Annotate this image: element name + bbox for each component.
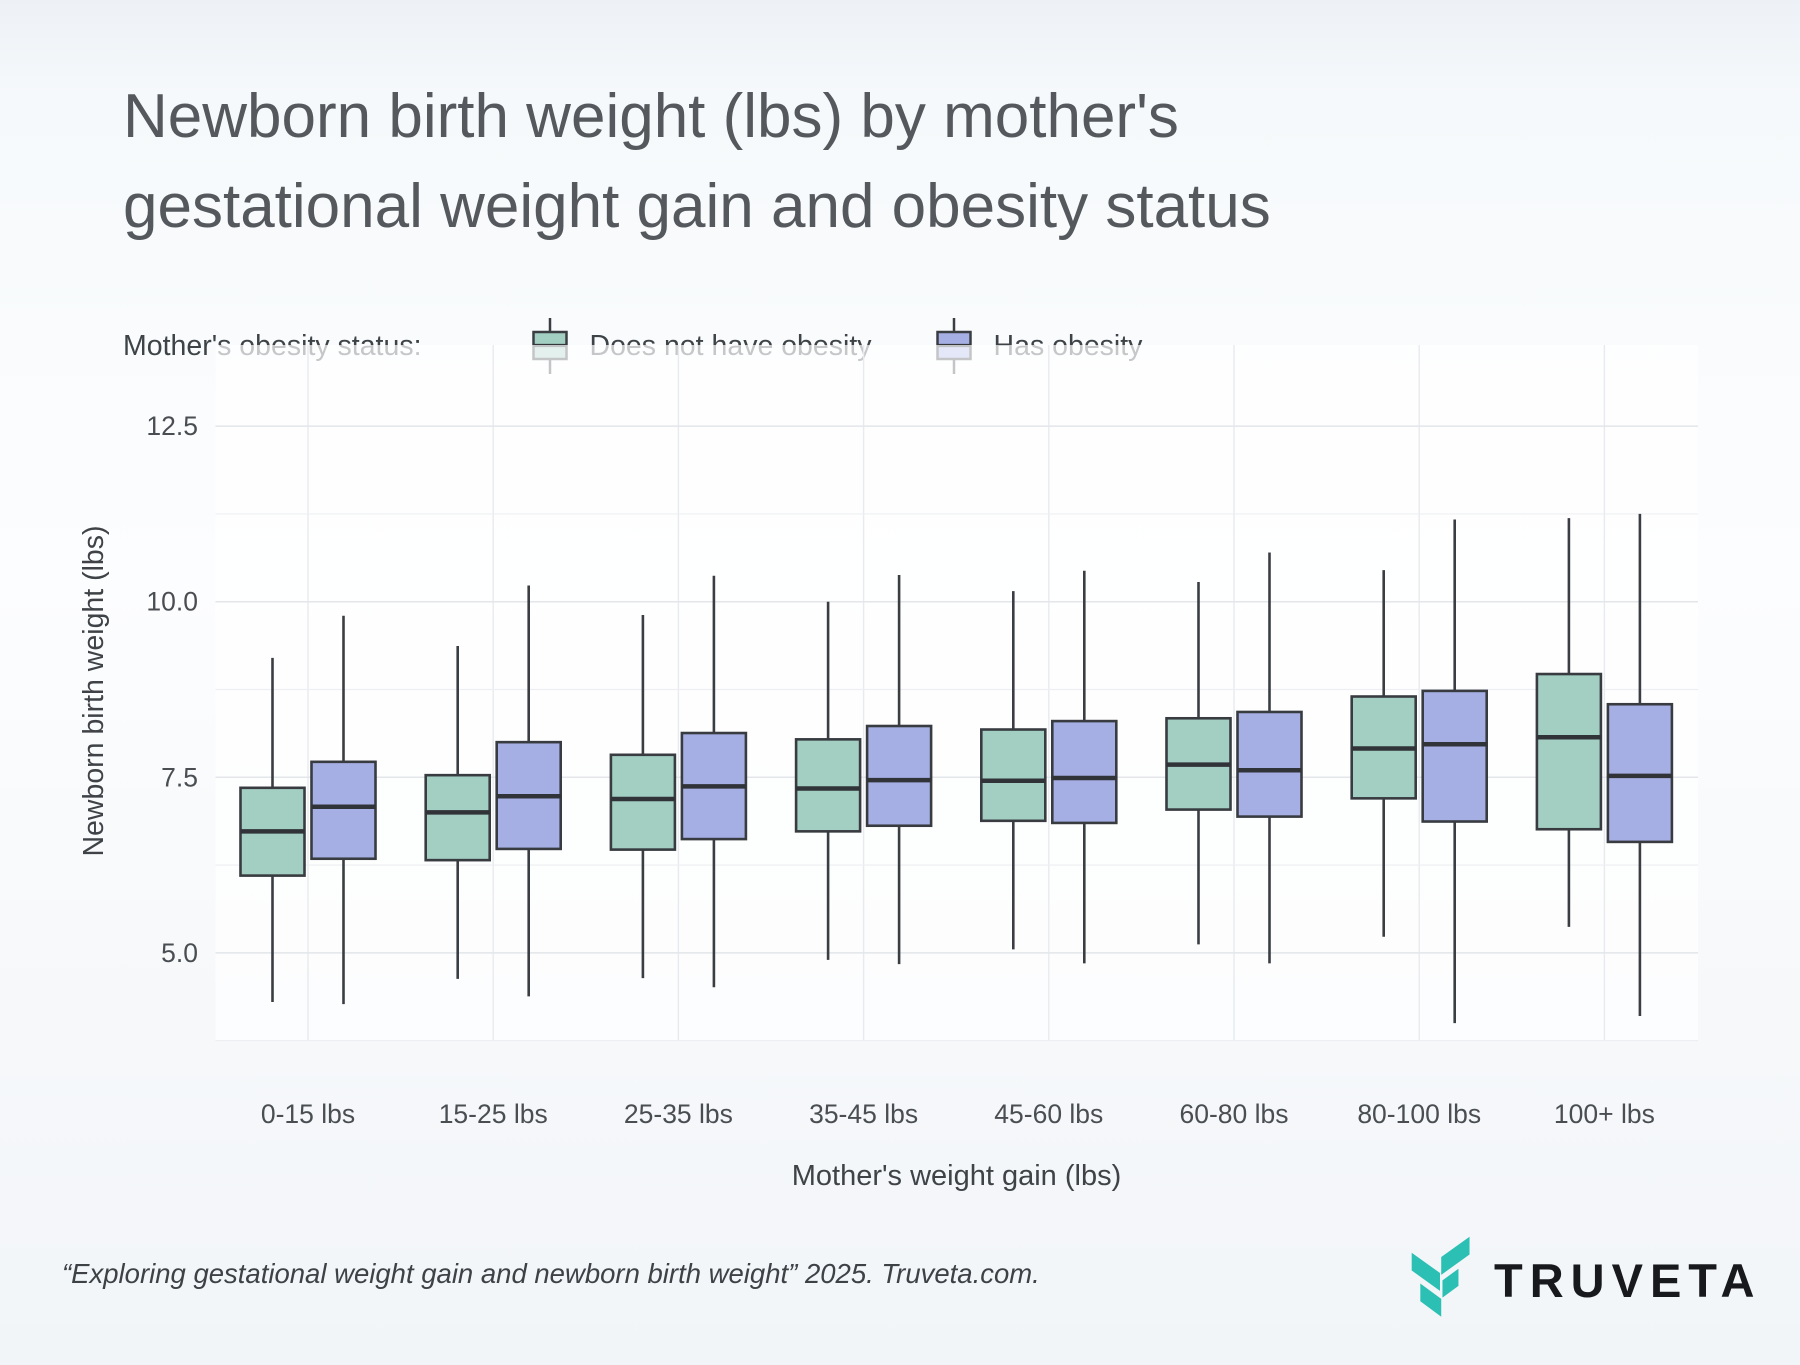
x-tick-label: 60-80 lbs [1179, 1099, 1288, 1129]
box-1-3 [865, 724, 933, 828]
y-tick-label: 12.5 [146, 411, 198, 441]
box-1-4 [1051, 719, 1118, 825]
x-tick-label: 0-15 lbs [261, 1099, 355, 1129]
box-0-7 [1535, 672, 1603, 831]
x-tick-label: 25-35 lbs [624, 1099, 733, 1129]
page-title-line1: Newborn birth weight (lbs) by mother's [123, 82, 1179, 151]
x-tick-label: 45-60 lbs [994, 1099, 1103, 1129]
x-tick-label: 35-45 lbs [809, 1099, 918, 1129]
page-title: Newborn birth weight (lbs) by mother's g… [123, 72, 1271, 252]
y-tick-label: 5.0 [161, 938, 198, 968]
box-1-6 [1421, 689, 1488, 823]
x-tick-label: 80-100 lbs [1357, 1099, 1481, 1129]
truveta-logo: TRUVETA [1408, 1228, 1761, 1326]
x-tick-label: 15-25 lbs [439, 1099, 548, 1129]
y-tick-label: 10.0 [146, 587, 198, 617]
box-1-7 [1606, 702, 1674, 844]
box-0-4 [979, 728, 1047, 823]
box-0-3 [794, 738, 862, 833]
y-axis-title: Newborn birth weight (lbs) [78, 525, 110, 857]
box-0-1 [424, 773, 492, 862]
truveta-wordmark: TRUVETA [1494, 1253, 1762, 1307]
citation-text: “Exploring gestational weight gain and n… [62, 1258, 1040, 1289]
box-0-2 [609, 753, 677, 851]
x-axis-title: Mother's weight gain (lbs) [791, 1160, 1122, 1192]
y-tick-label: 7.5 [161, 762, 198, 792]
x-tick-label: 100+ lbs [1554, 1099, 1655, 1129]
box-1-5 [1236, 710, 1303, 818]
truveta-logo-mark-icon [1411, 1236, 1470, 1317]
page-title-line2: gestational weight gain and obesity stat… [123, 172, 1271, 241]
box-1-0 [310, 760, 377, 861]
